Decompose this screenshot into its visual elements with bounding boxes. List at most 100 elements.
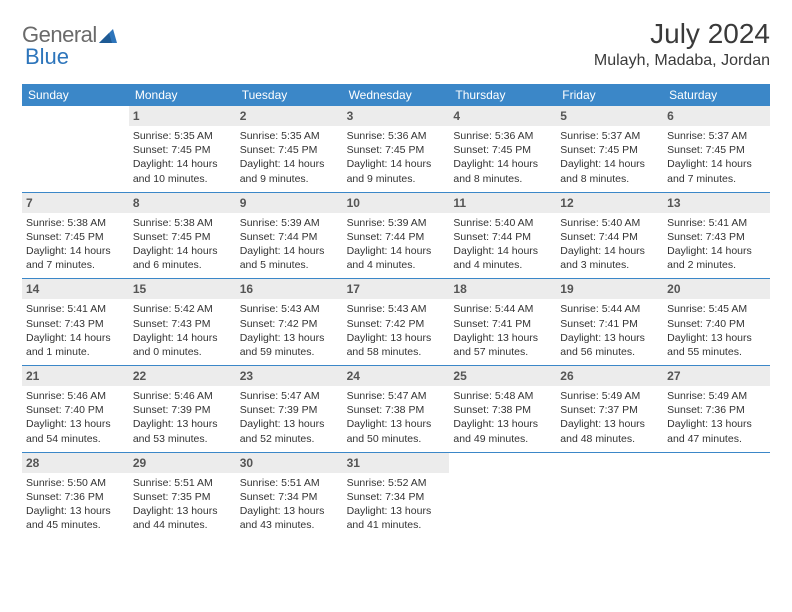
day-info: Sunrise: 5:51 AMSunset: 7:34 PMDaylight:…	[240, 476, 339, 533]
day-number: 2	[236, 106, 343, 126]
day-info-line: Sunset: 7:44 PM	[240, 230, 339, 244]
day-info-line: Daylight: 13 hours	[347, 331, 446, 345]
day-info: Sunrise: 5:49 AMSunset: 7:37 PMDaylight:…	[560, 389, 659, 446]
day-info-line: Sunrise: 5:47 AM	[240, 389, 339, 403]
day-info: Sunrise: 5:38 AMSunset: 7:45 PMDaylight:…	[133, 216, 232, 273]
day-info: Sunrise: 5:45 AMSunset: 7:40 PMDaylight:…	[667, 302, 766, 359]
day-number: 25	[449, 366, 556, 386]
day-info-line: Daylight: 13 hours	[560, 417, 659, 431]
day-info-line: Daylight: 14 hours	[133, 244, 232, 258]
day-info-line: Sunrise: 5:36 AM	[453, 129, 552, 143]
day-number: 26	[556, 366, 663, 386]
day-info-line: Sunrise: 5:43 AM	[240, 302, 339, 316]
day-info-line: Sunrise: 5:39 AM	[347, 216, 446, 230]
day-info-line: and 5 minutes.	[240, 258, 339, 272]
day-info-line: Sunset: 7:45 PM	[133, 230, 232, 244]
day-number: 22	[129, 366, 236, 386]
title-block: July 2024 Mulayh, Madaba, Jordan	[594, 18, 770, 70]
day-info-line: Sunrise: 5:46 AM	[26, 389, 125, 403]
day-number: 21	[22, 366, 129, 386]
day-info: Sunrise: 5:52 AMSunset: 7:34 PMDaylight:…	[347, 476, 446, 533]
day-info-line: and 48 minutes.	[560, 432, 659, 446]
day-number: 3	[343, 106, 450, 126]
day-number: 5	[556, 106, 663, 126]
day-info-line: Sunset: 7:45 PM	[133, 143, 232, 157]
day-cell: 28Sunrise: 5:50 AMSunset: 7:36 PMDayligh…	[22, 453, 129, 539]
day-info-line: Sunrise: 5:46 AM	[133, 389, 232, 403]
day-info: Sunrise: 5:46 AMSunset: 7:39 PMDaylight:…	[133, 389, 232, 446]
day-info-line: Sunset: 7:45 PM	[560, 143, 659, 157]
day-info-line: and 47 minutes.	[667, 432, 766, 446]
day-number: 28	[22, 453, 129, 473]
day-info-line: Daylight: 14 hours	[667, 157, 766, 171]
day-cell: 1Sunrise: 5:35 AMSunset: 7:45 PMDaylight…	[129, 106, 236, 192]
day-info-line: and 56 minutes.	[560, 345, 659, 359]
day-info-line: Daylight: 13 hours	[560, 331, 659, 345]
day-info-line: Sunset: 7:42 PM	[240, 317, 339, 331]
day-info-line: Sunset: 7:35 PM	[133, 490, 232, 504]
day-number	[663, 453, 770, 473]
day-info-line: and 41 minutes.	[347, 518, 446, 532]
day-info-line: and 7 minutes.	[667, 172, 766, 186]
day-number	[556, 453, 663, 473]
dayhead-tue: Tuesday	[236, 84, 343, 106]
day-number: 31	[343, 453, 450, 473]
day-number	[449, 453, 556, 473]
logo-text-blue: Blue	[25, 44, 69, 69]
day-number: 19	[556, 279, 663, 299]
day-number: 1	[129, 106, 236, 126]
day-cell: 19Sunrise: 5:44 AMSunset: 7:41 PMDayligh…	[556, 279, 663, 365]
day-info-line: and 4 minutes.	[347, 258, 446, 272]
day-info-line: Sunrise: 5:45 AM	[667, 302, 766, 316]
day-info-line: Daylight: 14 hours	[560, 157, 659, 171]
day-cell: 12Sunrise: 5:40 AMSunset: 7:44 PMDayligh…	[556, 193, 663, 279]
day-number: 17	[343, 279, 450, 299]
day-cell: 9Sunrise: 5:39 AMSunset: 7:44 PMDaylight…	[236, 193, 343, 279]
day-info-line: Daylight: 13 hours	[26, 504, 125, 518]
dayhead-thu: Thursday	[449, 84, 556, 106]
day-info-line: Sunrise: 5:51 AM	[133, 476, 232, 490]
day-info-line: Sunrise: 5:40 AM	[453, 216, 552, 230]
day-info-line: Sunrise: 5:38 AM	[26, 216, 125, 230]
day-info-line: Sunrise: 5:41 AM	[26, 302, 125, 316]
day-info-line: Daylight: 14 hours	[347, 157, 446, 171]
day-info-line: Sunset: 7:42 PM	[347, 317, 446, 331]
day-number: 13	[663, 193, 770, 213]
day-info-line: Daylight: 13 hours	[240, 331, 339, 345]
day-info-line: Sunset: 7:41 PM	[453, 317, 552, 331]
day-info-line: and 2 minutes.	[667, 258, 766, 272]
day-info-line: Sunrise: 5:51 AM	[240, 476, 339, 490]
day-info: Sunrise: 5:40 AMSunset: 7:44 PMDaylight:…	[453, 216, 552, 273]
day-info-line: Daylight: 13 hours	[453, 417, 552, 431]
day-info-line: Sunrise: 5:36 AM	[347, 129, 446, 143]
day-info-line: Sunset: 7:45 PM	[347, 143, 446, 157]
day-cell: 30Sunrise: 5:51 AMSunset: 7:34 PMDayligh…	[236, 453, 343, 539]
day-info-line: and 55 minutes.	[667, 345, 766, 359]
day-info: Sunrise: 5:48 AMSunset: 7:38 PMDaylight:…	[453, 389, 552, 446]
day-number: 20	[663, 279, 770, 299]
day-info-line: Daylight: 14 hours	[560, 244, 659, 258]
day-info: Sunrise: 5:43 AMSunset: 7:42 PMDaylight:…	[240, 302, 339, 359]
day-info-line: and 50 minutes.	[347, 432, 446, 446]
day-info-line: Sunset: 7:45 PM	[453, 143, 552, 157]
day-info-line: and 7 minutes.	[26, 258, 125, 272]
day-info-line: Sunrise: 5:49 AM	[667, 389, 766, 403]
day-info-line: and 1 minute.	[26, 345, 125, 359]
day-info-line: Sunset: 7:45 PM	[667, 143, 766, 157]
day-info-line: Daylight: 14 hours	[240, 157, 339, 171]
day-cell: 6Sunrise: 5:37 AMSunset: 7:45 PMDaylight…	[663, 106, 770, 192]
day-info-line: Sunset: 7:43 PM	[133, 317, 232, 331]
week-row: 21Sunrise: 5:46 AMSunset: 7:40 PMDayligh…	[22, 366, 770, 453]
day-info-line: Daylight: 13 hours	[240, 417, 339, 431]
day-info-line: Daylight: 13 hours	[240, 504, 339, 518]
day-info-line: and 10 minutes.	[133, 172, 232, 186]
page-title: July 2024	[594, 18, 770, 50]
day-number: 12	[556, 193, 663, 213]
day-cell: 8Sunrise: 5:38 AMSunset: 7:45 PMDaylight…	[129, 193, 236, 279]
day-info: Sunrise: 5:37 AMSunset: 7:45 PMDaylight:…	[560, 129, 659, 186]
day-info-line: Daylight: 13 hours	[133, 504, 232, 518]
day-info-line: and 9 minutes.	[240, 172, 339, 186]
day-info-line: Sunset: 7:34 PM	[240, 490, 339, 504]
day-info-line: Sunrise: 5:50 AM	[26, 476, 125, 490]
day-number: 29	[129, 453, 236, 473]
